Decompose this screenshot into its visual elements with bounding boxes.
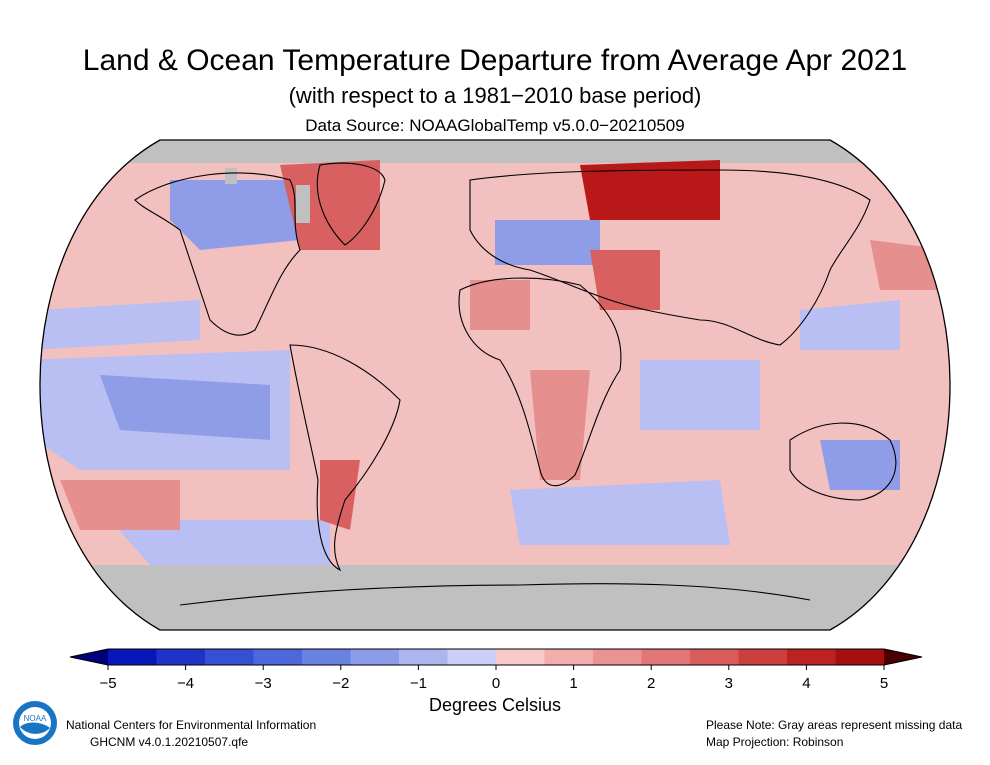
colorbar-tick-label: 2 (647, 675, 656, 692)
colorbar-swatch (156, 649, 206, 665)
colorbar-swatch (108, 649, 157, 665)
cool-north-pacific (40, 300, 200, 350)
colorbar-swatch (447, 649, 497, 665)
map-title: Land & Ocean Temperature Departure from … (82, 44, 908, 77)
colorbar-swatch (787, 649, 836, 665)
colorbar-swatch (835, 649, 885, 665)
data-source-label: Data Source: NOAAGlobalTemp v5.0.0−20210… (305, 116, 685, 135)
africa-coast (458, 277, 622, 487)
colorbar-swatch (399, 649, 448, 665)
cool-east-pacific (100, 375, 270, 440)
cool-canada (170, 180, 300, 250)
greenland-coast (316, 162, 386, 246)
colorbar-swatch (641, 649, 691, 665)
warm-africa (530, 370, 590, 480)
anomaly-grid-cells (40, 140, 950, 630)
colorbar-swatch (690, 649, 739, 665)
colorbar-swatch (593, 649, 642, 665)
colorbar-tick-label: −3 (254, 675, 272, 692)
coastlines (134, 162, 897, 606)
australia-coast (789, 422, 897, 501)
colorbar-swatch (253, 649, 303, 665)
colorbar-tick-label: −4 (177, 675, 195, 692)
north-america-coast (134, 172, 301, 336)
colorbar-swatch (496, 649, 545, 665)
org-credit: National Centers for Environmental Infor… (66, 718, 317, 732)
colorbar-tick-label: 1 (569, 675, 578, 692)
colorbar-tick-label: 4 (802, 675, 811, 692)
map-subtitle: (with respect to a 1981−2010 base period… (288, 83, 702, 108)
cool-indian-ocean (640, 360, 760, 430)
cool-australia (820, 440, 900, 490)
colorbar-under-arrow (70, 649, 108, 665)
missing-patch (225, 168, 237, 184)
missing-data-note: Please Note: Gray areas represent missin… (706, 718, 963, 732)
cool-west-pacific (800, 300, 900, 350)
warm-siberia (580, 160, 720, 220)
colorbar-tick-label: −2 (332, 675, 350, 692)
dataset-version: GHCNM v4.0.1.20210507.qfe (90, 735, 249, 749)
colorbar-tick-label: 0 (491, 675, 501, 692)
colorbar-tick-label: 3 (724, 675, 733, 692)
europe-asia-coast (469, 169, 871, 346)
warm-greenland (280, 160, 380, 250)
colorbar-tick-label: −1 (409, 675, 427, 692)
cool-south-pacific (110, 520, 330, 565)
projection-note: Map Projection: Robinson (706, 735, 844, 749)
cool-europe (495, 220, 600, 265)
warm-middle-east (590, 250, 660, 310)
colorbar-tick-label: 5 (879, 675, 889, 692)
south-america-coast (289, 344, 401, 572)
colorbar-unit-label: Degrees Celsius (428, 695, 562, 715)
antarctica-coast (179, 583, 811, 606)
colorbar-swatch (738, 649, 788, 665)
colorbar-swatch (302, 649, 351, 665)
colorbar-swatch (205, 649, 254, 665)
warm-sahara (470, 280, 530, 330)
colorbar-tick-label: −5 (99, 675, 117, 692)
svg-text:NOAA: NOAA (24, 714, 47, 723)
warm-south-america (320, 460, 360, 530)
cool-southern-ocean (510, 480, 730, 545)
warm-south-pacific (60, 480, 180, 530)
colorbar-swatch (350, 649, 400, 665)
colorbar-over-arrow (884, 649, 922, 665)
missing-arctic-band (40, 140, 950, 163)
colorbar-swatch (544, 649, 594, 665)
noaa-logo-icon: NOAA (13, 701, 57, 745)
missing-patch (296, 185, 310, 223)
